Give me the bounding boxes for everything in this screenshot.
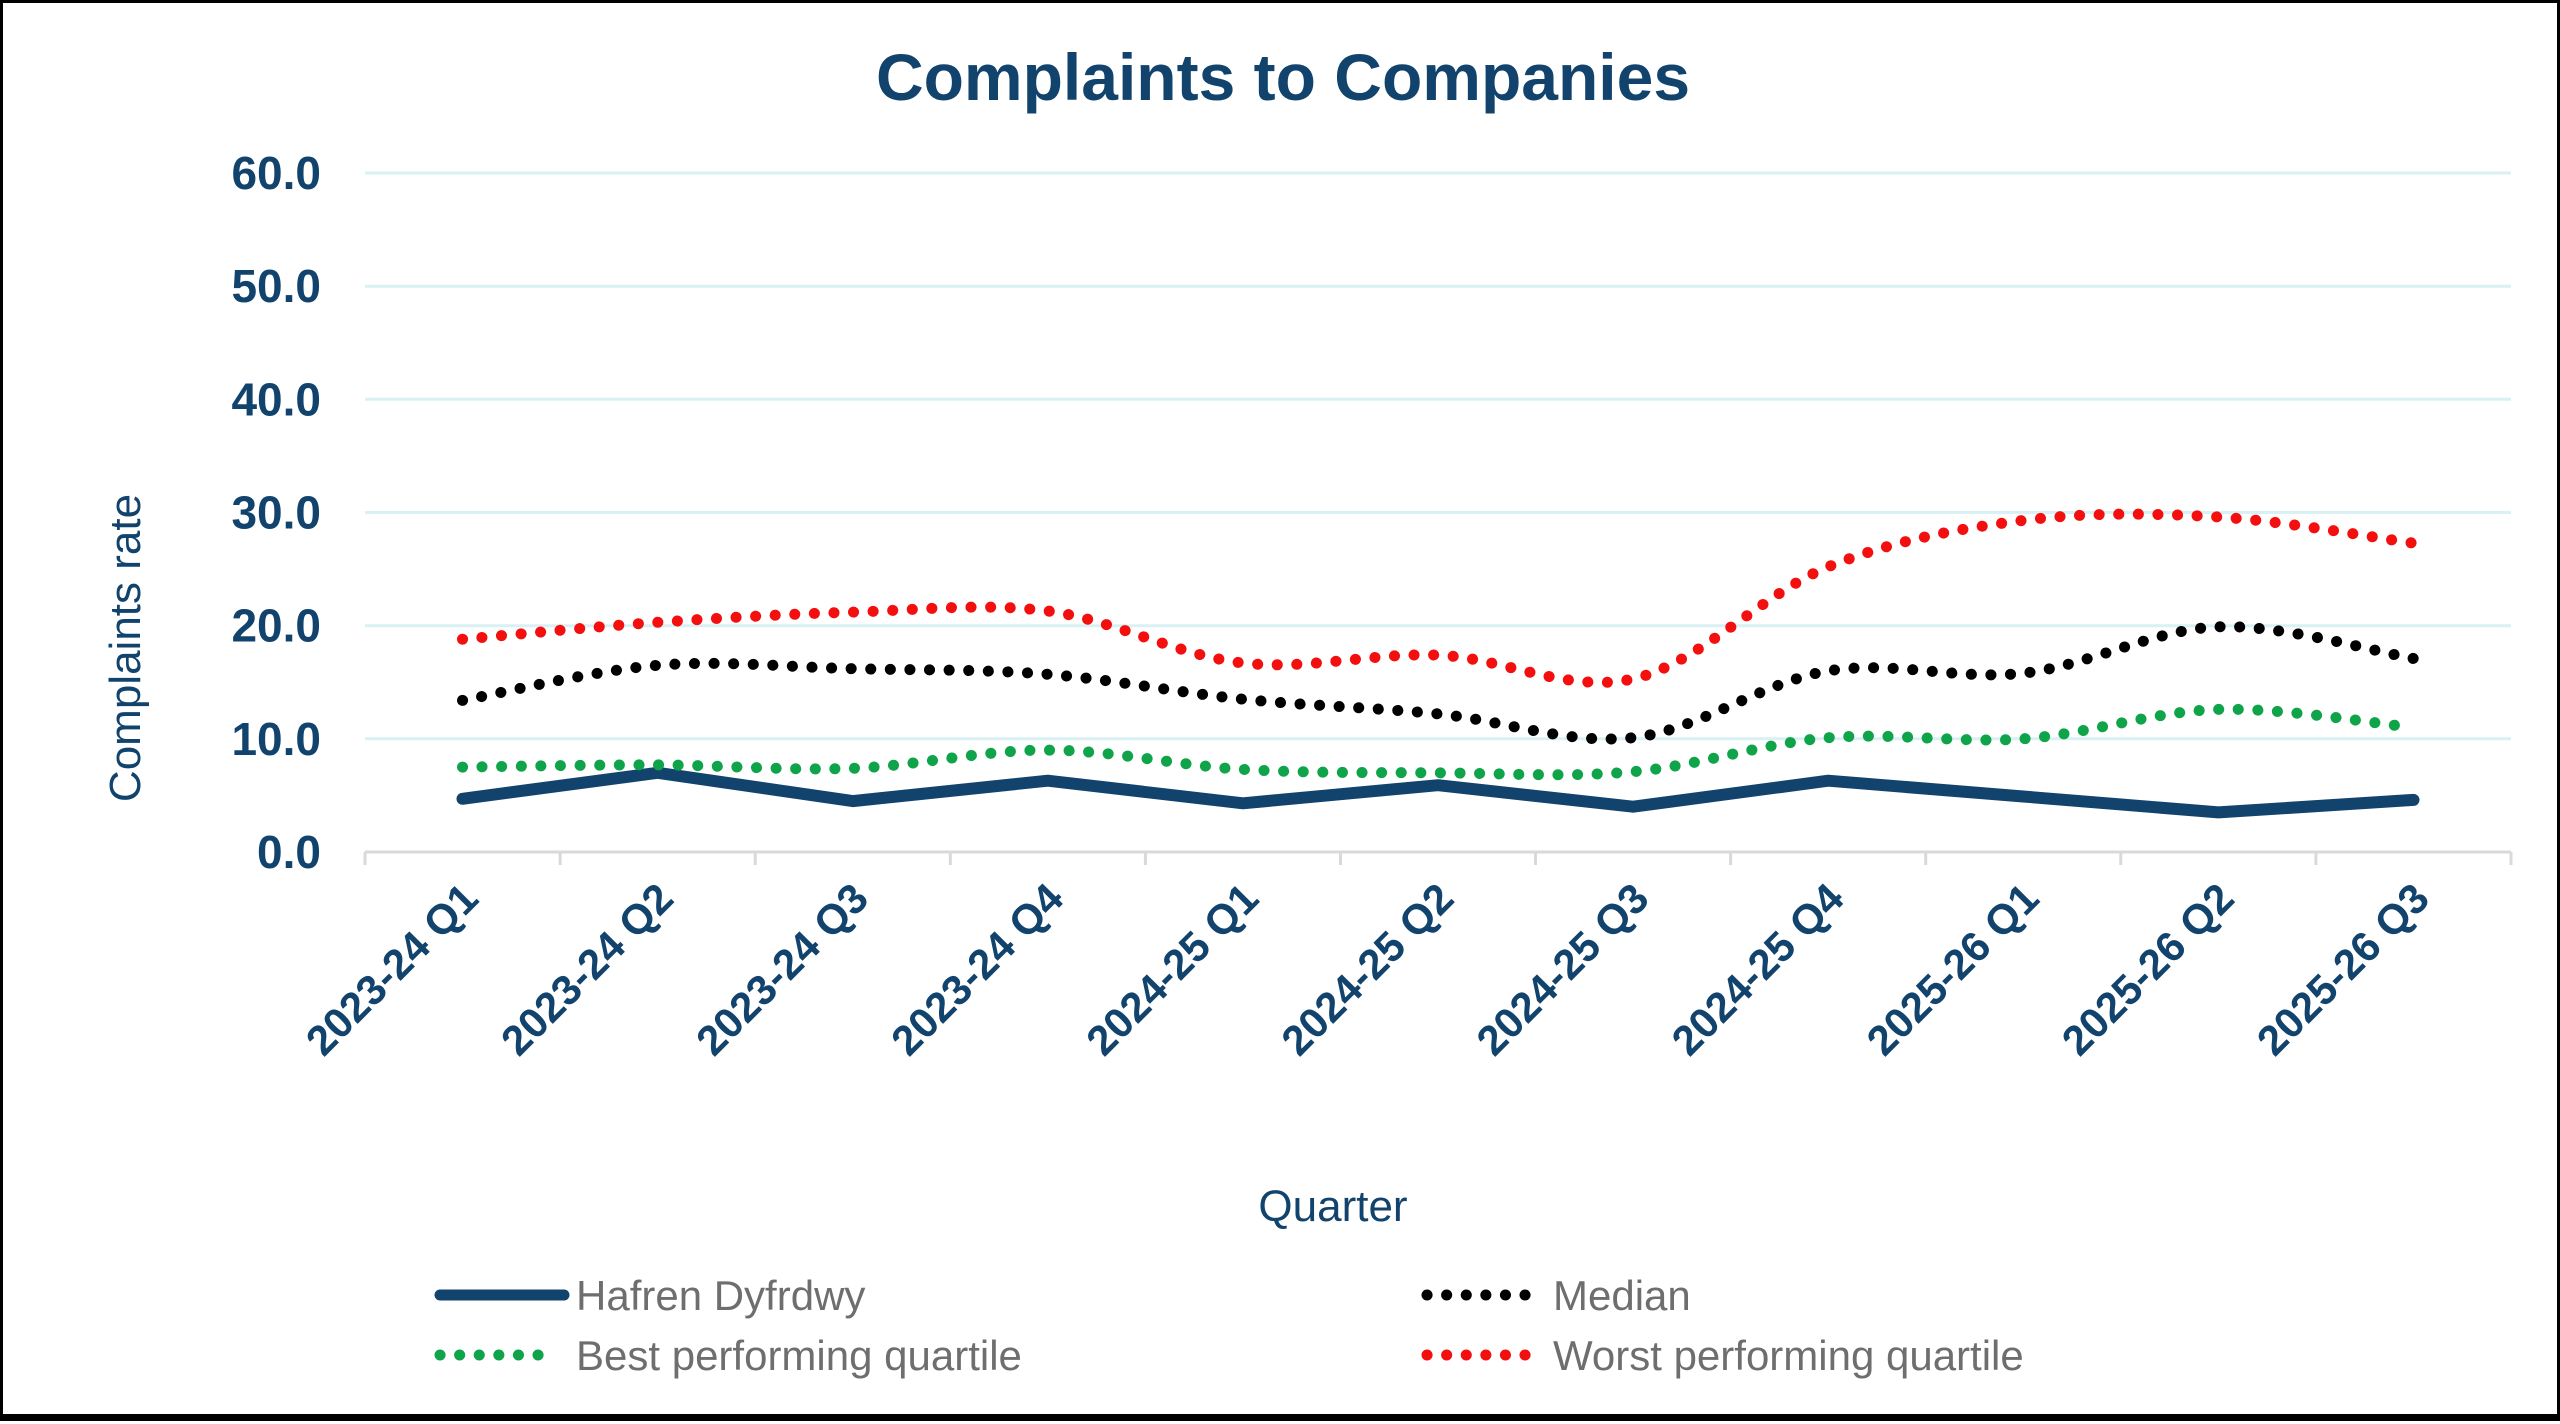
legend-label: Worst performing quartile xyxy=(1553,1332,2024,1379)
chart-title: Complaints to Companies xyxy=(876,40,1690,114)
x-tick-label: 2024-25 Q2 xyxy=(1272,874,1462,1064)
legend-label: Best performing quartile xyxy=(576,1332,1022,1379)
legend-item-best-performing-quartile: Best performing quartile xyxy=(434,1332,1022,1379)
complaints-line-chart: Complaints to Companies 0.0 10.0 20.0 30.0 4… xyxy=(101,40,2513,1379)
series-line-worst-performing-quartile xyxy=(457,508,2419,688)
legend-label: Median xyxy=(1553,1272,1691,1319)
series-line-median xyxy=(457,621,2419,745)
x-tick-label: 2023-24 Q2 xyxy=(492,874,682,1064)
x-tick-label: 2024-25 Q3 xyxy=(1467,874,1657,1064)
x-tick-label: 2025-26 Q3 xyxy=(2248,874,2438,1064)
y-tick-label: 60.0 xyxy=(231,147,321,199)
x-tick-label: 2024-25 Q4 xyxy=(1662,874,1853,1065)
legend-item-median: Median xyxy=(1421,1272,1691,1319)
y-tick-label: 0.0 xyxy=(257,826,321,878)
legend-item-worst-performing-quartile: Worst performing quartile xyxy=(1421,1332,2024,1379)
y-tick-label: 30.0 xyxy=(231,487,321,539)
x-tick-label: 2023-24 Q3 xyxy=(687,874,877,1064)
y-tick-label: 40.0 xyxy=(231,373,321,425)
y-tick-label: 50.0 xyxy=(231,260,321,312)
x-tick-label: 2023-24 Q1 xyxy=(297,874,487,1064)
x-axis-title: Quarter xyxy=(1258,1182,1407,1231)
legend: Hafren Dyfrdwy Median Best performing qu… xyxy=(434,1272,2024,1379)
legend-label: Hafren Dyfrdwy xyxy=(576,1272,865,1319)
series-line-best-performing-quartile xyxy=(457,703,2419,781)
x-tick-label: 2025-26 Q1 xyxy=(1858,874,2048,1064)
y-tick-label: 20.0 xyxy=(231,600,321,652)
x-tick-label: 2023-24 Q4 xyxy=(882,874,1073,1065)
y-tick-label: 10.0 xyxy=(231,713,321,765)
series-line-hafren-dyfrdwy xyxy=(456,766,2420,819)
legend-item-hafren-dyfrdwy: Hafren Dyfrdwy xyxy=(434,1272,865,1319)
x-tick-label: 2025-26 Q2 xyxy=(2053,874,2243,1064)
x-tick-label: 2024-25 Q1 xyxy=(1077,874,1267,1064)
y-axis-title: Complaints rate xyxy=(101,494,150,802)
